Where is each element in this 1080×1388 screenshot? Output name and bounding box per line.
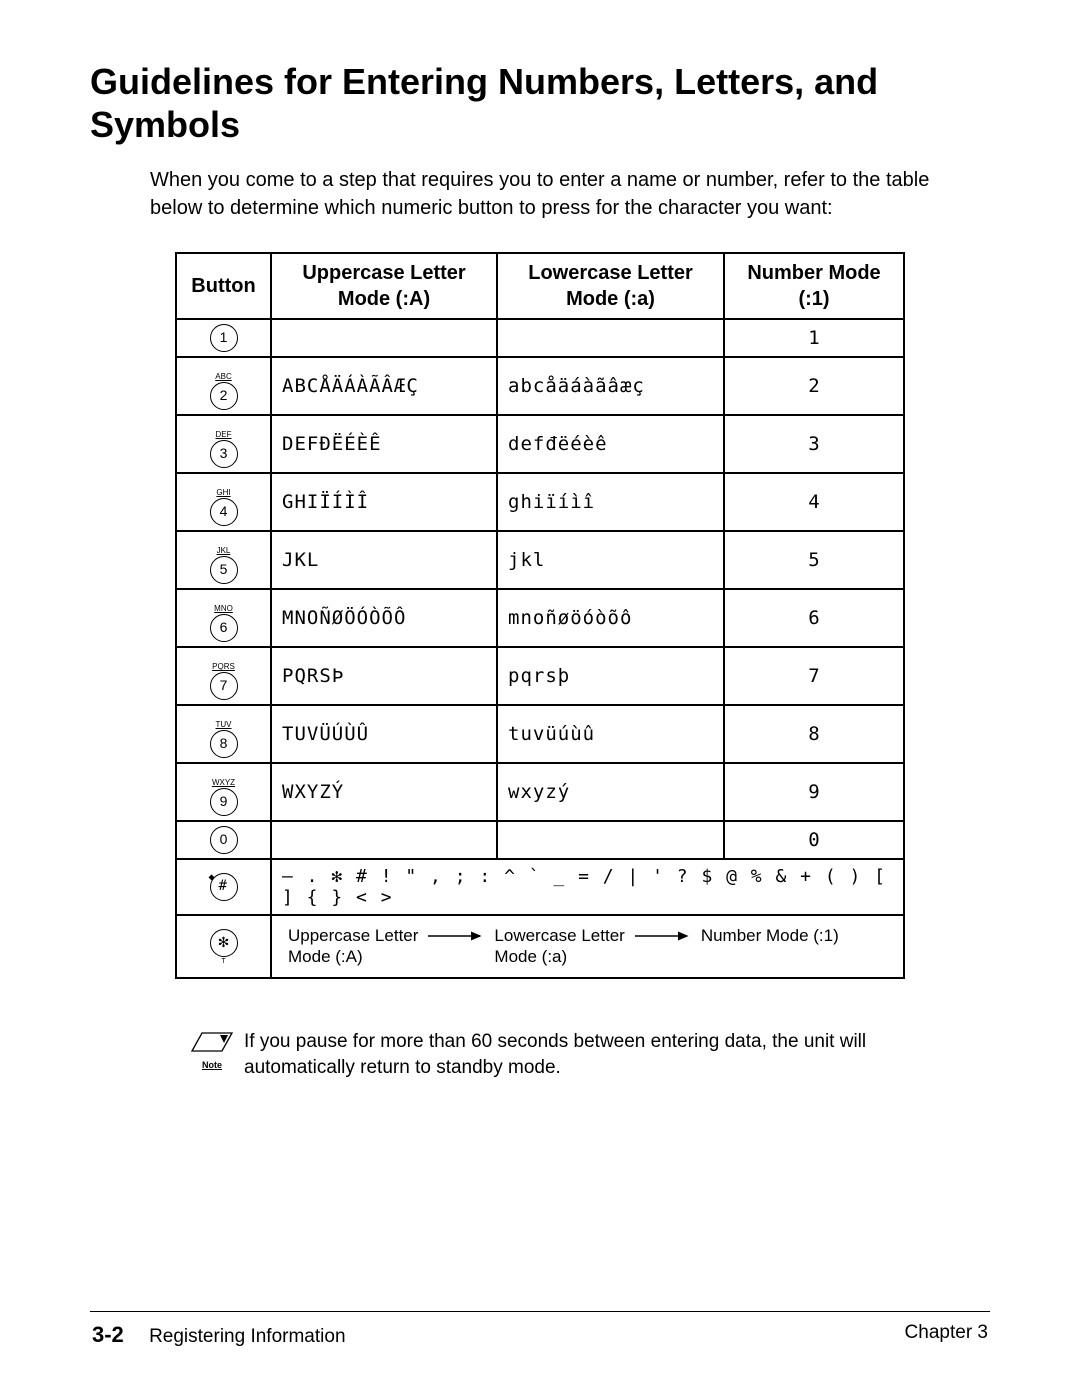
table-row: TUV8TUVÜÚÙÛtuvüúùû8	[176, 705, 904, 763]
table-row: DEF3DEFÐËÉÈÊdefđëéèê3	[176, 415, 904, 473]
number-cell: 8	[724, 705, 904, 763]
note-block: Note If you pause for more than 60 secon…	[190, 1029, 950, 1080]
table-row: 00	[176, 821, 904, 859]
button-cell: ABC2	[176, 357, 271, 415]
button-digit-icon: 9	[210, 788, 238, 816]
uppercase-cell: DEFÐËÉÈÊ	[271, 415, 497, 473]
button-key-label: GHI	[216, 489, 230, 497]
lowercase-cell	[497, 821, 724, 859]
character-table: Button Uppercase Letter Mode (:A) Lowerc…	[175, 252, 905, 979]
number-cell: 2	[724, 357, 904, 415]
page-footer: 3-2 Registering Information Chapter 3	[90, 1311, 990, 1348]
uppercase-cell	[271, 319, 497, 357]
diamond-icon: ◆	[209, 866, 217, 890]
button-cell: MNO6	[176, 589, 271, 647]
col-header-upper: Uppercase Letter Mode (:A)	[271, 253, 497, 319]
pencil-icon	[190, 1029, 234, 1057]
col-header-button: Button	[176, 253, 271, 319]
lowercase-cell: pqrsþ	[497, 647, 724, 705]
lowercase-cell: wxyzý	[497, 763, 724, 821]
lowercase-cell	[497, 319, 724, 357]
button-digit-icon: 0	[210, 826, 238, 854]
button-star-icon: ✻	[210, 929, 238, 957]
button-key-label: ABC	[215, 373, 231, 381]
button-digit-icon: 3	[210, 440, 238, 468]
table-row: WXYZ9WXYZÝwxyzý9	[176, 763, 904, 821]
uppercase-cell: ABCÅÄÁÀÃÂÆÇ	[271, 357, 497, 415]
table-row: MNO6MNOÑØÖÓÒÕÔmnoñøöóòõô6	[176, 589, 904, 647]
uppercase-cell: PQRSÞ	[271, 647, 497, 705]
chapter-label: Chapter 3	[905, 1322, 988, 1348]
uppercase-cell: MNOÑØÖÓÒÕÔ	[271, 589, 497, 647]
number-cell: 6	[724, 589, 904, 647]
lowercase-cell: mnoñøöóòõô	[497, 589, 724, 647]
note-text: If you pause for more than 60 seconds be…	[244, 1029, 950, 1080]
button-cell: TUV8	[176, 705, 271, 763]
lowercase-cell: abcåäáàãâæç	[497, 357, 724, 415]
number-cell: 7	[724, 647, 904, 705]
note-label: Note	[190, 1060, 234, 1070]
page-number: 3-2	[92, 1322, 124, 1347]
button-digit-icon: 2	[210, 382, 238, 410]
number-cell: 9	[724, 763, 904, 821]
mode-cycle-row: ✻ T	[176, 915, 904, 978]
button-digit-icon: 4	[210, 498, 238, 526]
number-cell: 1	[724, 319, 904, 357]
number-cell: 4	[724, 473, 904, 531]
button-digit-icon: 8	[210, 730, 238, 758]
lowercase-cell: defđëéèê	[497, 415, 724, 473]
uppercase-cell	[271, 821, 497, 859]
button-cell: GHI4	[176, 473, 271, 531]
button-key-label: MNO	[214, 605, 233, 613]
number-cell: 0	[724, 821, 904, 859]
lowercase-cell: ghiïíìî	[497, 473, 724, 531]
number-cell: 5	[724, 531, 904, 589]
table-row: 11	[176, 319, 904, 357]
uppercase-cell: GHIÏÍÌÎ	[271, 473, 497, 531]
table-row: PQRS7PQRSÞpqrsþ7	[176, 647, 904, 705]
button-key-label: PQRS	[212, 663, 235, 671]
button-key-label: JKL	[217, 547, 231, 555]
button-cell: 1	[176, 319, 271, 357]
button-digit-icon: 5	[210, 556, 238, 584]
section-title: Registering Information	[149, 1326, 345, 1347]
table-row: ABC2ABCÅÄÁÀÃÂÆÇabcåäáàãâæç2	[176, 357, 904, 415]
button-hash-icon: ◆ #	[210, 873, 238, 901]
button-key-label: WXYZ	[212, 779, 235, 787]
table-row: GHI4GHIÏÍÌÎghiïíìî4	[176, 473, 904, 531]
cycle-outline-icon	[278, 920, 897, 973]
button-cell: PQRS7	[176, 647, 271, 705]
col-header-lower: Lowercase Letter Mode (:a)	[497, 253, 724, 319]
button-cell: WXYZ9	[176, 763, 271, 821]
page-title: Guidelines for Entering Numbers, Letters…	[90, 60, 990, 146]
button-star-sublabel: T	[221, 958, 225, 965]
lowercase-cell: tuvüúùû	[497, 705, 724, 763]
uppercase-cell: JKL	[271, 531, 497, 589]
symbols-row: ◆ # – . ✻ # ! " , ; : ^ ` _ = / | ' ? $ …	[176, 859, 904, 915]
button-digit-icon: 6	[210, 614, 238, 642]
button-key-label: TUV	[216, 721, 232, 729]
table-row: JKL5JKLjkl5	[176, 531, 904, 589]
number-cell: 3	[724, 415, 904, 473]
button-cell: 0	[176, 821, 271, 859]
button-cell: JKL5	[176, 531, 271, 589]
symbols-cell: – . ✻ # ! " , ; : ^ ` _ = / | ' ? $ @ % …	[271, 859, 904, 915]
col-header-number: Number Mode (:1)	[724, 253, 904, 319]
lowercase-cell: jkl	[497, 531, 724, 589]
button-cell: DEF3	[176, 415, 271, 473]
uppercase-cell: TUVÜÚÙÛ	[271, 705, 497, 763]
button-key-label: DEF	[216, 431, 232, 439]
button-digit-icon: 7	[210, 672, 238, 700]
button-digit-icon: 1	[210, 324, 238, 352]
intro-paragraph: When you come to a step that requires yo…	[150, 166, 980, 222]
uppercase-cell: WXYZÝ	[271, 763, 497, 821]
